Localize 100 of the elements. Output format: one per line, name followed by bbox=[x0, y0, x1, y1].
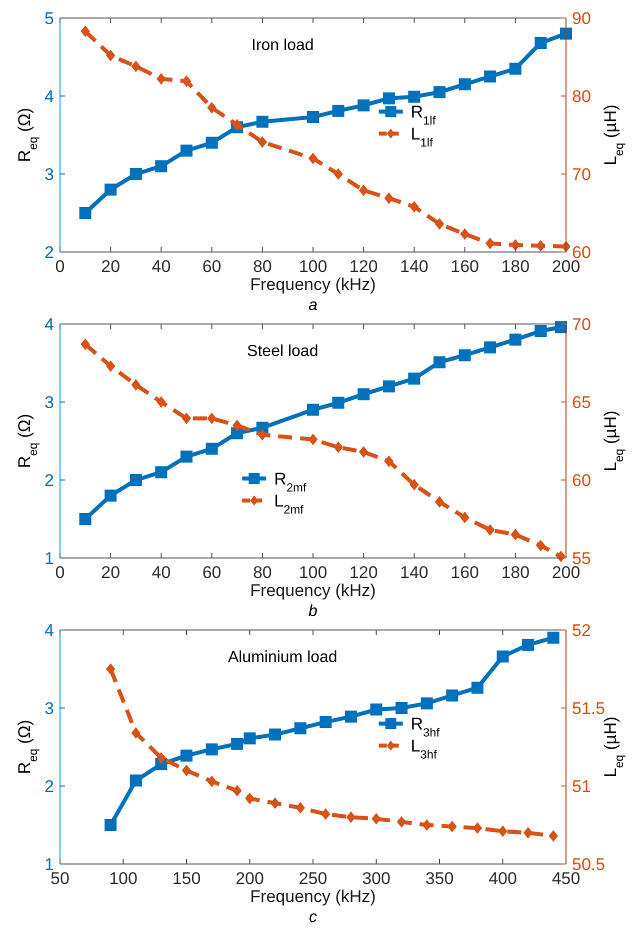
point bbox=[294, 722, 306, 734]
point bbox=[156, 752, 166, 764]
point bbox=[79, 207, 92, 219]
point bbox=[458, 78, 471, 90]
point bbox=[182, 412, 191, 424]
point bbox=[460, 228, 470, 240]
x-axis-title: Frequency (kHz) bbox=[250, 887, 376, 906]
point bbox=[245, 792, 254, 804]
x-tick-label: 50 bbox=[50, 869, 70, 888]
point bbox=[410, 201, 419, 212]
point bbox=[560, 28, 572, 40]
point bbox=[384, 192, 394, 204]
point bbox=[534, 325, 547, 338]
point bbox=[358, 99, 370, 112]
x-tick-label: 200 bbox=[236, 869, 264, 888]
point bbox=[182, 76, 191, 87]
point bbox=[232, 420, 242, 431]
point bbox=[460, 512, 470, 523]
point bbox=[80, 338, 90, 350]
text: Steel load bbox=[247, 343, 318, 360]
y-tick-label: 1 bbox=[44, 549, 54, 568]
point bbox=[509, 62, 522, 75]
x-tick-label: 80 bbox=[252, 257, 272, 276]
x-tick-label: 200 bbox=[552, 563, 580, 582]
point bbox=[206, 136, 218, 149]
point bbox=[435, 218, 444, 230]
point bbox=[307, 404, 319, 416]
point bbox=[384, 456, 394, 467]
point bbox=[106, 50, 116, 61]
point bbox=[496, 650, 509, 663]
point bbox=[156, 396, 166, 408]
x-tick-label: 350 bbox=[425, 869, 454, 888]
point bbox=[130, 774, 142, 787]
point bbox=[155, 466, 168, 478]
point bbox=[296, 802, 305, 814]
point bbox=[320, 716, 332, 728]
point bbox=[231, 738, 244, 750]
x-tick-label: 200 bbox=[552, 257, 580, 276]
y2-tick-label: 51 bbox=[572, 777, 591, 796]
x-tick-label: 250 bbox=[298, 869, 328, 888]
x-tick-label: 140 bbox=[400, 563, 428, 582]
point bbox=[372, 813, 381, 824]
point bbox=[471, 682, 484, 694]
x-tick-label: 120 bbox=[349, 563, 378, 582]
x-tick-label: 150 bbox=[172, 869, 201, 888]
point bbox=[359, 446, 368, 458]
point bbox=[536, 240, 546, 252]
text: Iron load bbox=[252, 37, 314, 54]
point bbox=[206, 743, 218, 756]
point bbox=[472, 822, 482, 834]
x-tick-label: 80 bbox=[252, 563, 272, 582]
y2-tick-label: 52 bbox=[572, 621, 591, 640]
point bbox=[346, 812, 356, 823]
point bbox=[334, 442, 343, 453]
x-tick-label: 20 bbox=[101, 257, 120, 276]
y2-tick-label: 51.5 bbox=[572, 699, 606, 718]
point bbox=[130, 474, 142, 486]
point bbox=[397, 816, 406, 828]
point bbox=[498, 826, 508, 837]
point bbox=[334, 168, 343, 180]
y2-tick-label: 65 bbox=[572, 393, 591, 412]
point bbox=[422, 820, 432, 830]
point bbox=[332, 396, 344, 409]
point bbox=[332, 104, 344, 117]
x-tick-label: 60 bbox=[202, 563, 222, 582]
point bbox=[382, 92, 395, 104]
point bbox=[207, 412, 216, 424]
point bbox=[524, 827, 533, 838]
x-tick-label: 100 bbox=[109, 869, 138, 888]
point bbox=[104, 184, 117, 196]
text: c bbox=[309, 909, 317, 926]
x-tick-label: 60 bbox=[202, 257, 222, 276]
point bbox=[256, 116, 268, 128]
point bbox=[434, 356, 446, 368]
text: Aluminium load bbox=[228, 649, 338, 666]
x-tick-label: 100 bbox=[298, 257, 328, 276]
point bbox=[547, 632, 560, 644]
point bbox=[79, 513, 92, 525]
point bbox=[410, 479, 419, 490]
point bbox=[420, 697, 433, 710]
point bbox=[548, 830, 558, 842]
y-tick-label: 4 bbox=[44, 621, 54, 640]
point bbox=[434, 86, 446, 98]
point bbox=[307, 111, 319, 124]
y-tick-label: 4 bbox=[44, 87, 54, 106]
point bbox=[408, 90, 420, 103]
x-tick-label: 140 bbox=[400, 257, 428, 276]
y2-tick-label: 70 bbox=[572, 165, 591, 184]
point bbox=[131, 60, 140, 72]
x-tick-label: 160 bbox=[450, 257, 479, 276]
y2-tick-label: 70 bbox=[572, 315, 591, 334]
x-tick-label: 300 bbox=[362, 869, 390, 888]
point bbox=[180, 750, 192, 762]
point bbox=[358, 388, 370, 400]
point bbox=[131, 379, 140, 390]
point bbox=[370, 704, 382, 716]
point bbox=[486, 238, 495, 249]
y-tick-label: 3 bbox=[44, 165, 54, 184]
point bbox=[396, 702, 408, 714]
point bbox=[554, 321, 567, 334]
